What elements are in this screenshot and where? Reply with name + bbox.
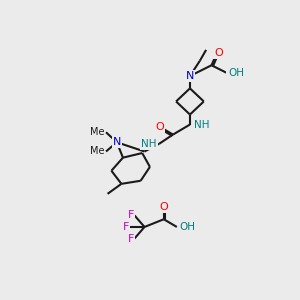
Text: O: O	[214, 48, 223, 58]
Text: N: N	[112, 137, 121, 147]
Text: F: F	[128, 233, 135, 244]
Text: H: H	[226, 68, 235, 78]
Text: NH: NH	[194, 119, 209, 130]
Text: OH: OH	[179, 222, 195, 232]
Text: N: N	[186, 71, 194, 81]
Text: NH: NH	[141, 139, 157, 149]
Text: O: O	[155, 122, 164, 132]
Text: Me: Me	[90, 127, 104, 137]
Text: F: F	[128, 210, 135, 220]
Text: F: F	[123, 222, 129, 232]
Text: OH: OH	[228, 68, 244, 78]
Text: O: O	[159, 202, 168, 212]
Text: Me: Me	[90, 146, 104, 157]
